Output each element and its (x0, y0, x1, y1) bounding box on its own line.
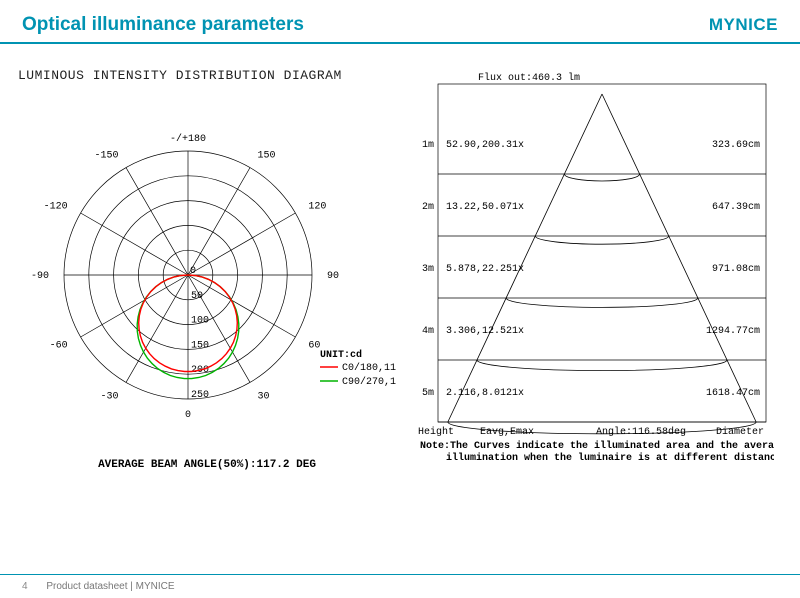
svg-text:150: 150 (191, 340, 209, 351)
svg-text:1294.77cm: 1294.77cm (706, 326, 760, 337)
svg-text:971.08cm: 971.08cm (712, 264, 760, 275)
svg-text:Height: Height (418, 426, 454, 438)
svg-text:illumination when the luminair: illumination when the luminaire is at di… (446, 452, 774, 464)
footer-text: Product datasheet | MYNICE (46, 581, 174, 592)
svg-text:-60: -60 (50, 341, 68, 352)
svg-text:-90: -90 (31, 271, 49, 282)
svg-text:50: 50 (191, 291, 203, 302)
svg-text:Flux out:460.3 lm: Flux out:460.3 lm (478, 72, 580, 84)
brand-logo: MYNICE (709, 15, 778, 35)
polar-bottom-label: AVERAGE BEAM ANGLE(50%):117.2 DEG (18, 459, 396, 471)
svg-text:3m: 3m (422, 264, 434, 275)
svg-text:-120: -120 (44, 202, 68, 213)
svg-text:Diameter: Diameter (716, 426, 764, 438)
svg-text:Angle:116.58deg: Angle:116.58deg (596, 426, 686, 438)
page-title: Optical illuminance parameters (22, 14, 304, 36)
svg-text:2m: 2m (422, 202, 434, 213)
svg-text:C0/180,117.7deg: C0/180,117.7deg (342, 362, 396, 374)
footer: 4 Product datasheet | MYNICE (0, 574, 800, 598)
svg-text:150: 150 (258, 151, 276, 162)
svg-text:5.878,22.251x: 5.878,22.251x (446, 264, 524, 275)
svg-text:13.22,50.071x: 13.22,50.071x (446, 202, 524, 213)
svg-text:120: 120 (308, 202, 326, 213)
svg-text:Eavg,Emax: Eavg,Emax (480, 427, 534, 438)
svg-text:250: 250 (191, 390, 209, 401)
svg-text:-30: -30 (100, 391, 118, 402)
svg-text:-/+180: -/+180 (170, 133, 206, 145)
svg-text:90: 90 (327, 271, 339, 282)
svg-text:52.90,200.31x: 52.90,200.31x (446, 140, 524, 151)
svg-text:647.39cm: 647.39cm (712, 202, 760, 213)
page-number: 4 (22, 581, 28, 592)
svg-text:5m: 5m (422, 388, 434, 399)
polar-chart: -/+180 -150 150 -120 120 -90 90 -60 60 -30 30 0 50 10… (18, 113, 396, 453)
svg-text:1618.47cm: 1618.47cm (706, 388, 760, 399)
svg-text:C90/270,116.6deg: C90/270,116.6deg (342, 376, 396, 388)
svg-text:0: 0 (185, 410, 191, 421)
svg-text:2.116,8.0121x: 2.116,8.0121x (446, 388, 524, 399)
svg-text:60: 60 (308, 341, 320, 352)
svg-text:3.306,12.521x: 3.306,12.521x (446, 326, 524, 337)
svg-text:4m: 4m (422, 326, 434, 337)
svg-text:323.69cm: 323.69cm (712, 140, 760, 151)
svg-text:1m: 1m (422, 140, 434, 151)
svg-text:-150: -150 (94, 151, 118, 162)
svg-text:30: 30 (258, 391, 270, 402)
svg-text:100: 100 (191, 316, 209, 327)
svg-text:UNIT:cd: UNIT:cd (320, 349, 362, 361)
polar-title: LUMINOUS INTENSITY DISTRIBUTION DIAGRAM (18, 68, 396, 83)
svg-text:Note:The Curves indicate the i: Note:The Curves indicate the illuminated… (420, 440, 774, 452)
cone-chart: Flux out:460.3 lm 1m 52.90,200.31x 323.69cm… (414, 68, 774, 493)
